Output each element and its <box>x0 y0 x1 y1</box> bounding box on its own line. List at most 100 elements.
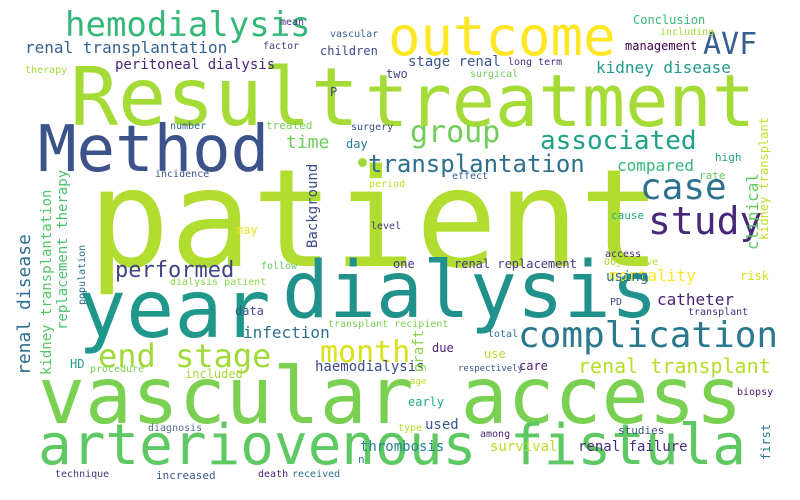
word-month: month <box>320 335 411 370</box>
word-therapy: therapy <box>25 65 68 76</box>
word-renal-replacement: renal replacement <box>454 257 577 271</box>
word-surgical: surgical <box>470 69 519 80</box>
word-among: among <box>480 429 511 440</box>
word-population: population <box>77 244 88 305</box>
word-method: Method <box>38 113 270 187</box>
word-background: Background <box>305 163 321 248</box>
word-thrombosis: thrombosis <box>360 439 445 455</box>
word-follow: follow <box>261 261 298 272</box>
word-high: high <box>715 151 742 164</box>
word-kidney-transplantation: kidney transplantation <box>39 189 55 375</box>
word-mortality: mortality <box>609 266 696 285</box>
word-vascular: vascular <box>330 29 379 40</box>
word-first: first <box>759 423 773 460</box>
word-long-term: long term <box>508 57 563 68</box>
word-transplantation: transplantation <box>368 150 585 178</box>
word-renal-disease: renal disease <box>14 234 35 375</box>
word-stage-renal: stage renal <box>408 54 501 70</box>
word-studies: studies <box>618 424 665 437</box>
word-due: due <box>432 341 454 355</box>
word-catheter: catheter <box>657 290 735 309</box>
word-rate: rate <box>699 169 726 182</box>
word-kidney-disease: kidney disease <box>596 58 731 77</box>
word-number: number <box>170 121 207 132</box>
word-avf: AVF <box>703 27 758 62</box>
word-arteriovenous-fistula: arteriovenous fistula <box>38 413 747 478</box>
word-renal-failure: renal failure <box>578 439 688 455</box>
word-use: use <box>484 347 506 361</box>
word-factor: factor <box>263 41 300 52</box>
word-type: type <box>398 423 423 434</box>
word-period: period <box>369 179 406 190</box>
word-increased: increased <box>156 469 216 482</box>
word-surgery: surgery <box>351 122 394 133</box>
word-children: children <box>320 44 378 58</box>
word-respectively: respectively <box>458 364 524 374</box>
word-received: received <box>292 469 341 480</box>
word-death: death <box>258 469 289 480</box>
word-graft: graft <box>411 329 427 372</box>
word-data: data <box>235 304 264 318</box>
word-conclusion: Conclusion <box>633 13 706 27</box>
word-hemodialysis: hemodialysis <box>65 5 311 45</box>
word-n: n <box>358 453 365 466</box>
word-may: may <box>236 223 258 237</box>
word-compared: compared <box>617 156 695 175</box>
word-risk: risk <box>740 269 769 283</box>
word-kidney-transplant: kidney transplant <box>757 117 771 240</box>
word-including: including <box>660 27 715 38</box>
word-p: P <box>330 85 338 99</box>
word-mean: mean <box>280 17 305 28</box>
dot-mark <box>358 158 367 167</box>
word-infection: infection <box>243 323 330 342</box>
word-treatment: treatment <box>365 59 756 143</box>
word-procedure: procedure <box>90 364 145 375</box>
word-year: year <box>78 263 271 356</box>
word-biopsy: biopsy <box>737 387 774 398</box>
word-transplant-recipient: transplant recipient <box>328 319 449 330</box>
word-dialysis-patient: dialysis patient <box>170 277 267 288</box>
word-time: time <box>286 132 330 153</box>
word-technique: technique <box>55 469 110 480</box>
word-cause: cause <box>611 209 645 222</box>
word-diagnosis: diagnosis <box>148 423 203 434</box>
word-study: study <box>648 199 763 243</box>
word-treated: treated <box>266 119 313 132</box>
word-total: total <box>488 329 519 340</box>
word-result: Result <box>70 51 359 144</box>
word-management: management <box>625 39 698 53</box>
word-used: used <box>425 417 459 433</box>
word-access: access <box>605 249 642 260</box>
word-vascular-access: vascular access <box>38 352 743 442</box>
word-incidence: incidence <box>155 169 210 180</box>
word-pd: PD <box>610 297 623 308</box>
word-survival: survival <box>490 439 558 455</box>
word-performed: performed <box>115 258 235 283</box>
word-patient: patient <box>88 141 662 299</box>
word-outcome: outcome <box>388 5 616 68</box>
word-dialysis: dialysis <box>282 246 658 336</box>
word-early: early <box>408 395 445 409</box>
word-associated: associated <box>540 126 697 156</box>
word-renal-transplant: renal transplant <box>578 354 771 378</box>
word-one: one <box>393 257 415 271</box>
word-peritoneal-dialysis: peritoneal dialysis <box>115 57 276 73</box>
word-included: included <box>185 367 243 381</box>
word-objective: Objective <box>604 257 659 268</box>
word-end-stage: end stage <box>98 337 272 375</box>
word-age: age <box>410 377 427 387</box>
word-case: case <box>640 167 727 208</box>
word-effect: effect <box>452 171 489 182</box>
word-transplant: transplant <box>688 307 749 318</box>
word-hd: HD <box>70 357 85 371</box>
word-using: using <box>606 269 649 285</box>
word-haemodialysis: haemodialysis <box>315 359 425 375</box>
word-renal-transplantation: renal transplantation <box>25 38 228 57</box>
word-two: two <box>386 67 408 81</box>
word-level: level <box>371 221 402 232</box>
word-group: group <box>410 115 501 150</box>
word-complication: complication <box>518 315 779 356</box>
word-care: care <box>519 359 548 373</box>
word-day: day <box>346 137 368 151</box>
